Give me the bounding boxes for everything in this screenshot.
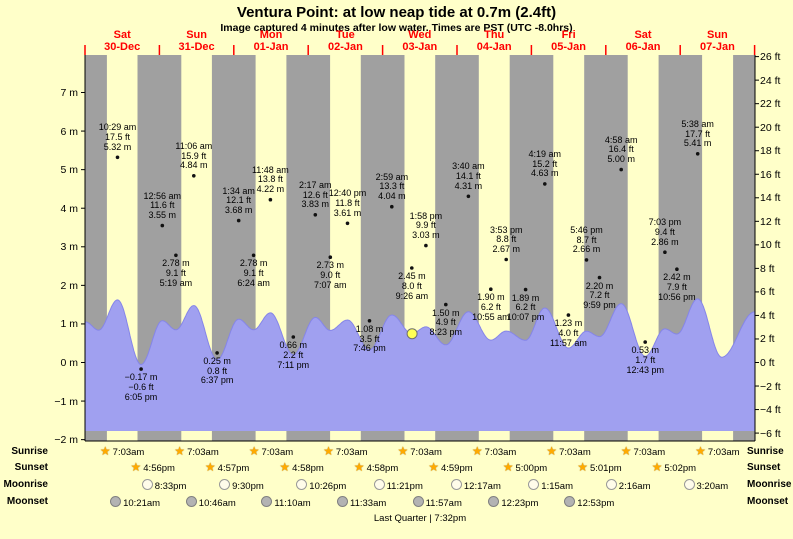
- tide-point-dot: [236, 218, 241, 223]
- tide-curve-line: [84, 298, 755, 366]
- page-title: Ventura Point: at low neap tide at 0.7m …: [236, 4, 557, 21]
- tide-point-dot: [367, 319, 372, 323]
- tide-point-dot: [523, 287, 528, 292]
- tide-point-dot: [643, 340, 647, 344]
- tide-point-dot: [215, 351, 219, 355]
- tide-point-dot: [619, 167, 623, 172]
- tide-point-dot: [444, 302, 448, 307]
- tide-point-dot: [160, 223, 165, 228]
- tide-point-dot: [291, 335, 296, 339]
- tide-point-dot: [466, 194, 471, 199]
- tide-point-dot: [192, 174, 196, 178]
- tide-point-dot: [424, 243, 428, 248]
- tide-point-dot: [566, 313, 571, 317]
- tide-point-dot: [139, 367, 143, 371]
- tide-point-dot: [597, 275, 602, 280]
- tide-point-dot: [489, 287, 493, 292]
- tide-point-dot: [251, 253, 256, 258]
- tide-point-dot: [174, 253, 178, 258]
- tide-point-dot: [663, 250, 667, 254]
- current-tide-marker: [406, 328, 418, 340]
- page-subtitle: Image captured 4 minutes after low water…: [220, 22, 573, 34]
- tide-point-dot: [390, 204, 394, 209]
- tide-point-dot: [410, 266, 414, 270]
- moon-phase-footer: Last Quarter | 7:32pm: [373, 513, 467, 524]
- tide-point-dot: [695, 152, 700, 156]
- tide-point-dot: [115, 155, 120, 160]
- tide-point-dot: [313, 213, 318, 217]
- tide-point-dot: [328, 255, 333, 259]
- tide-point-dot: [584, 258, 589, 262]
- tide-point-dot: [504, 257, 509, 262]
- tide-point-dot: [345, 221, 350, 226]
- tide-point-dot: [675, 267, 679, 272]
- tide-curve-area: [85, 298, 755, 431]
- tide-point-dot: [543, 182, 547, 186]
- tide-point-dot: [268, 197, 273, 202]
